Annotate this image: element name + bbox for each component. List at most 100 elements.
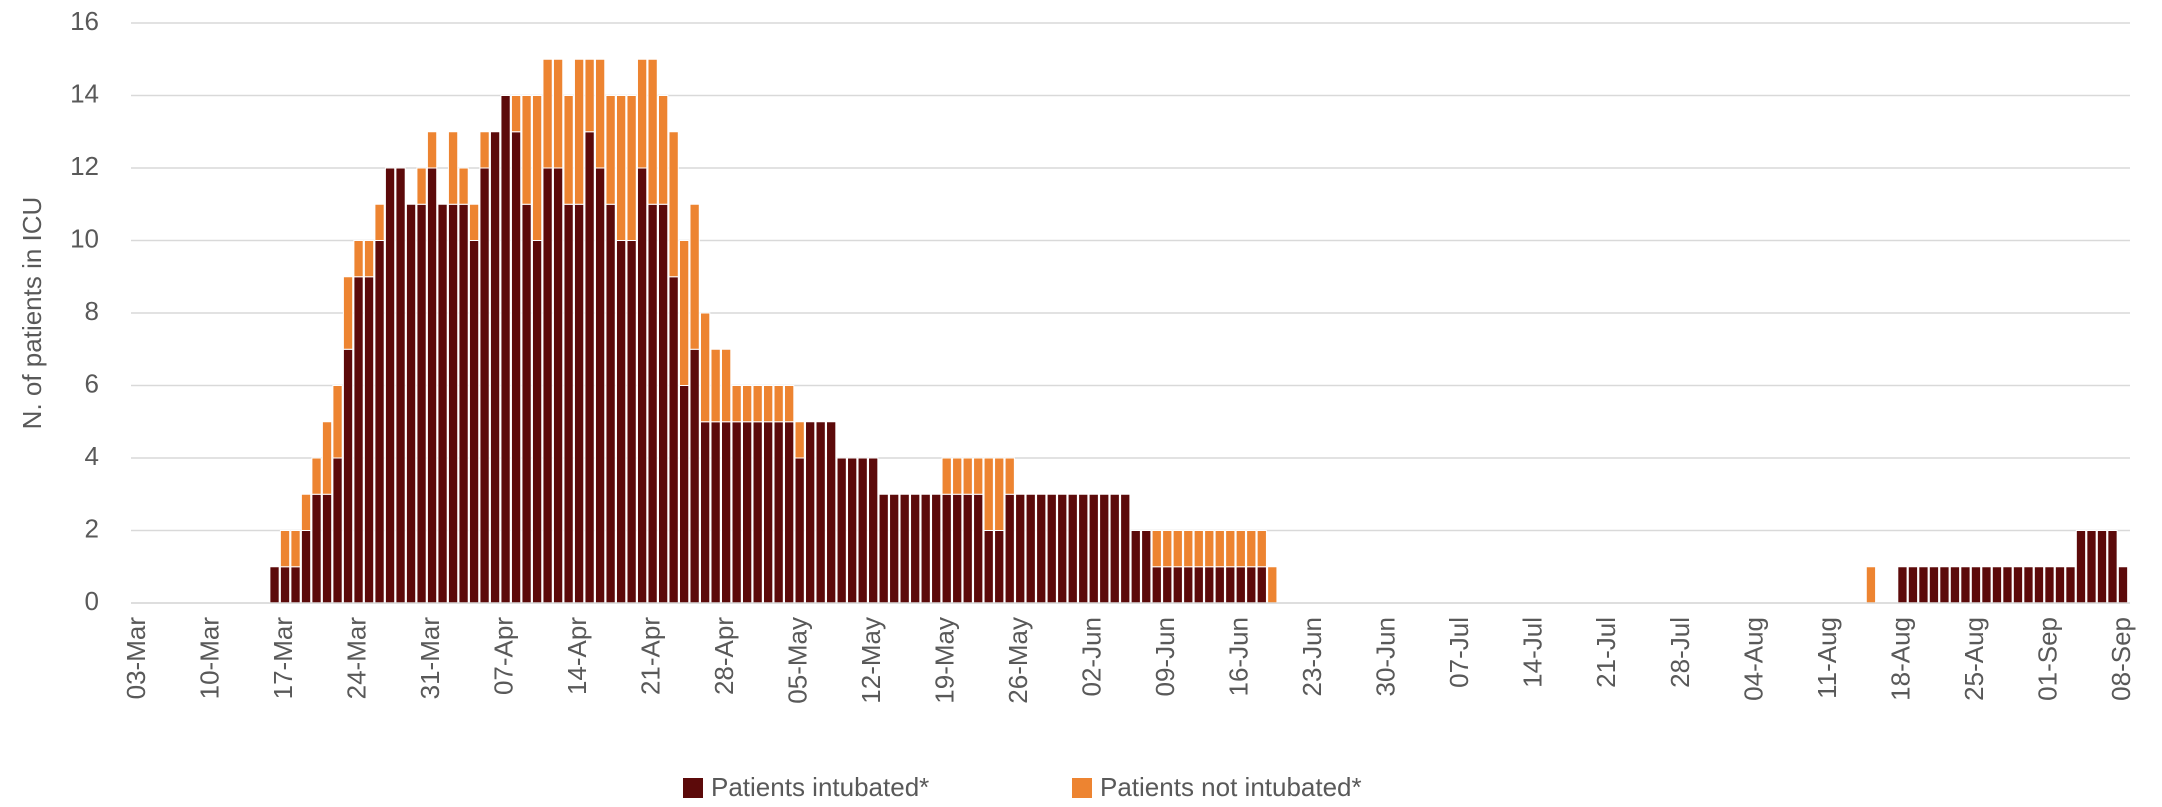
y-tick-label: 2 <box>85 513 99 543</box>
bar-segment <box>1949 566 1961 604</box>
bar-segment <box>1078 493 1089 604</box>
bar-segment <box>2065 566 2076 604</box>
bar-segment <box>321 421 333 495</box>
bar-segment <box>994 457 1005 531</box>
bar-segment <box>1067 493 1078 604</box>
bar-segment <box>1162 566 1173 604</box>
bar-segment <box>1214 530 1225 568</box>
bar-segment <box>426 167 438 604</box>
bar-segment <box>1991 566 2003 604</box>
legend-label: Patients not intubated* <box>1100 772 1362 802</box>
bar-segment <box>479 131 490 169</box>
bar-segment <box>1172 566 1183 604</box>
bar-segment <box>805 421 816 604</box>
bar-segment <box>353 276 364 604</box>
x-tick-label: 25-Aug <box>1959 617 1989 701</box>
bar-segment <box>815 421 826 604</box>
bar-segment <box>594 58 606 169</box>
bar-segment <box>573 203 585 604</box>
bar-segment <box>2075 530 2087 604</box>
bar-segment <box>1897 566 1908 604</box>
bar-segment <box>1246 566 1257 604</box>
x-tick-label: 18-Aug <box>1885 617 1915 701</box>
bar-segment <box>374 203 385 241</box>
bar-segment <box>1151 566 1162 604</box>
bar-segment <box>2044 566 2055 604</box>
bar-segment <box>1939 566 1950 604</box>
x-tick-label: 08-Sep <box>2106 617 2136 701</box>
bar-segment <box>458 203 469 604</box>
bar-segment <box>2033 566 2045 604</box>
x-tick-label: 24-Mar <box>341 617 371 700</box>
x-tick-label: 23-Jun <box>1297 617 1327 697</box>
x-tick-label: 31-Mar <box>415 617 445 700</box>
bar-segment <box>1960 566 1971 604</box>
bar-segment <box>374 240 385 604</box>
bar-segment <box>542 58 553 169</box>
bar-segment <box>668 276 679 604</box>
x-tick-label: 10-Mar <box>194 617 224 700</box>
bar-segment <box>1046 493 1057 604</box>
bar-segment <box>552 58 564 169</box>
x-tick-label: 03-Mar <box>121 617 151 700</box>
x-tick-label: 05-May <box>783 617 813 704</box>
bar-segment <box>1970 566 1982 604</box>
bar-segment <box>363 276 375 604</box>
bar-segment <box>2096 530 2108 604</box>
bar-segment <box>1141 530 1152 604</box>
x-tick-label: 09-Jun <box>1150 617 1180 697</box>
bar-segment <box>836 457 847 604</box>
bar-segment <box>1256 530 1267 568</box>
bar-segment <box>1918 566 1929 604</box>
bar-segment <box>636 167 648 604</box>
bar-segment <box>657 95 669 205</box>
bar-segment <box>311 493 322 604</box>
bar-segment <box>615 95 627 241</box>
y-tick-label: 0 <box>85 586 99 616</box>
bar-segment <box>584 131 595 604</box>
bar-segment <box>983 457 994 531</box>
x-tick-label: 01-Sep <box>2032 617 2062 701</box>
bar-segment <box>689 203 700 350</box>
bar-segment <box>384 167 396 604</box>
bar-segment <box>290 530 301 568</box>
bar-segment <box>1204 566 1215 604</box>
x-tick-label: 07-Jul <box>1444 617 1474 688</box>
bar-segment <box>510 131 522 604</box>
bar-segment <box>699 312 711 423</box>
bar-segment <box>952 493 963 604</box>
y-tick-label: 8 <box>85 296 99 326</box>
bar-segment <box>941 493 952 604</box>
bar-segment <box>1928 566 1940 604</box>
bar-segment <box>353 240 364 278</box>
bar-segment <box>468 240 480 604</box>
x-tick-label: 12-May <box>856 617 886 704</box>
bar-segment <box>542 167 553 604</box>
x-tick-label: 19-May <box>930 617 960 704</box>
bar-segment <box>510 95 522 133</box>
bar-segment <box>1183 566 1194 604</box>
bar-segment <box>342 348 354 604</box>
bar-segment <box>773 385 784 423</box>
bar-segment <box>962 493 973 604</box>
bar-segment <box>290 566 301 604</box>
bar-segment <box>321 493 333 604</box>
bar-segment <box>1214 566 1225 604</box>
bar-segment <box>994 530 1005 604</box>
x-tick-label: 14-Apr <box>562 617 592 695</box>
y-tick-label: 6 <box>85 368 99 398</box>
bar-segment <box>1183 530 1194 568</box>
bar-segment <box>657 203 669 604</box>
y-tick-label: 12 <box>70 151 99 181</box>
bar-segment <box>437 203 448 604</box>
bar-segment <box>269 566 280 604</box>
y-tick-label: 14 <box>70 78 99 108</box>
x-tick-label: 14-Jul <box>1518 617 1548 688</box>
bar-segment <box>1162 530 1173 568</box>
bar-segment <box>710 421 721 604</box>
bar-segment <box>563 203 574 604</box>
bar-segment <box>2023 566 2034 604</box>
bar-segment <box>1204 530 1215 568</box>
bar-segment <box>2107 530 2118 604</box>
bar-segment <box>1981 566 1992 604</box>
